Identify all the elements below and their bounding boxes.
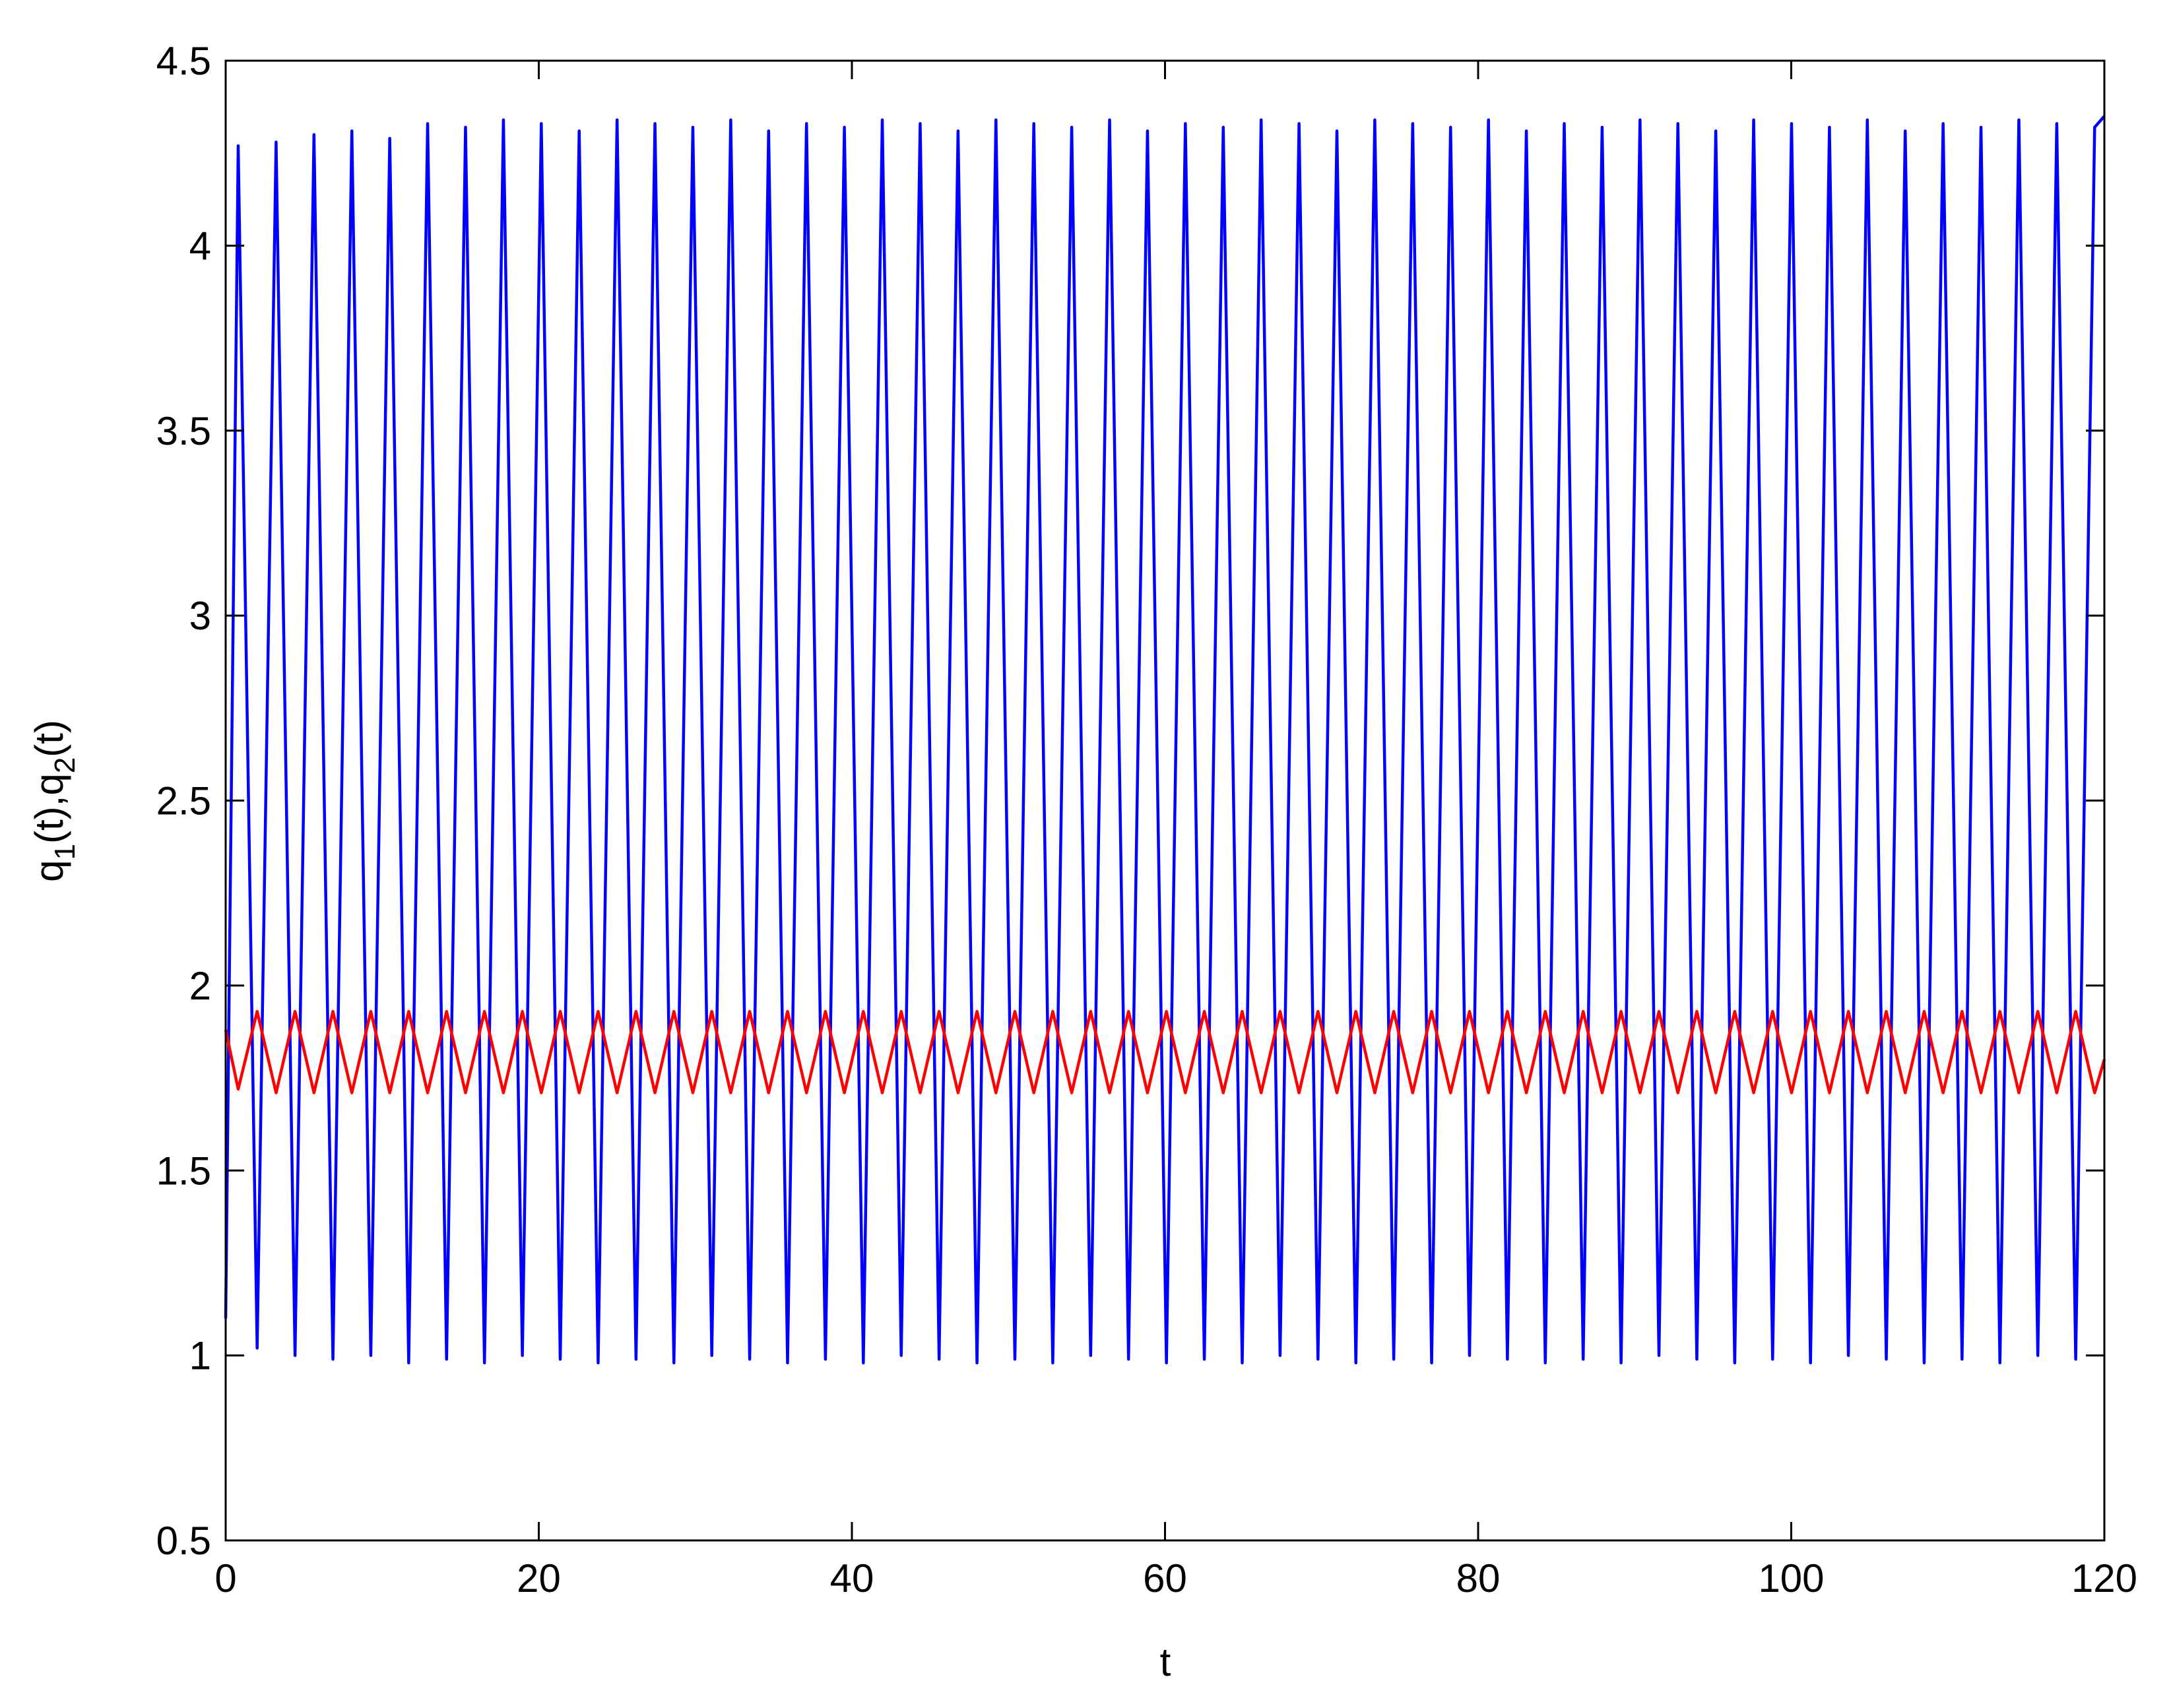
y-label-sub: 2 — [49, 757, 81, 773]
y-axis-label: q1(t),q2(t) — [27, 720, 81, 882]
y-tick-label: 3 — [189, 594, 211, 638]
y-label-part: (t),q — [27, 773, 71, 844]
y-tick-label: 0.5 — [156, 1519, 211, 1563]
y-tick-label: 2 — [189, 964, 211, 1008]
y-tick-label: 4 — [189, 224, 211, 268]
y-label-part: q — [27, 860, 71, 881]
y-tick-label: 1 — [189, 1334, 211, 1378]
x-tick-label: 100 — [1758, 1556, 1824, 1600]
y-label-sub: 1 — [49, 844, 81, 860]
y-tick-label: 2.5 — [156, 779, 211, 823]
x-axis-label: t — [1160, 1640, 1171, 1684]
data-line — [224, 1009, 2106, 1094]
plot-frame — [224, 59, 2106, 1542]
y-tick-label: 1.5 — [156, 1149, 211, 1193]
y-tick-label: 4.5 — [156, 39, 211, 83]
y-label-part: (t) — [27, 720, 71, 757]
data-line — [224, 115, 2106, 1365]
x-tick-label: 80 — [1456, 1556, 1501, 1600]
x-tick-label: 60 — [1143, 1556, 1187, 1600]
x-tick-label: 120 — [2071, 1556, 2137, 1600]
x-tick-label: 20 — [517, 1556, 561, 1600]
x-tick-label: 0 — [214, 1556, 236, 1600]
y-tick-label: 3.5 — [156, 409, 211, 453]
x-tick-label: 40 — [830, 1556, 874, 1600]
